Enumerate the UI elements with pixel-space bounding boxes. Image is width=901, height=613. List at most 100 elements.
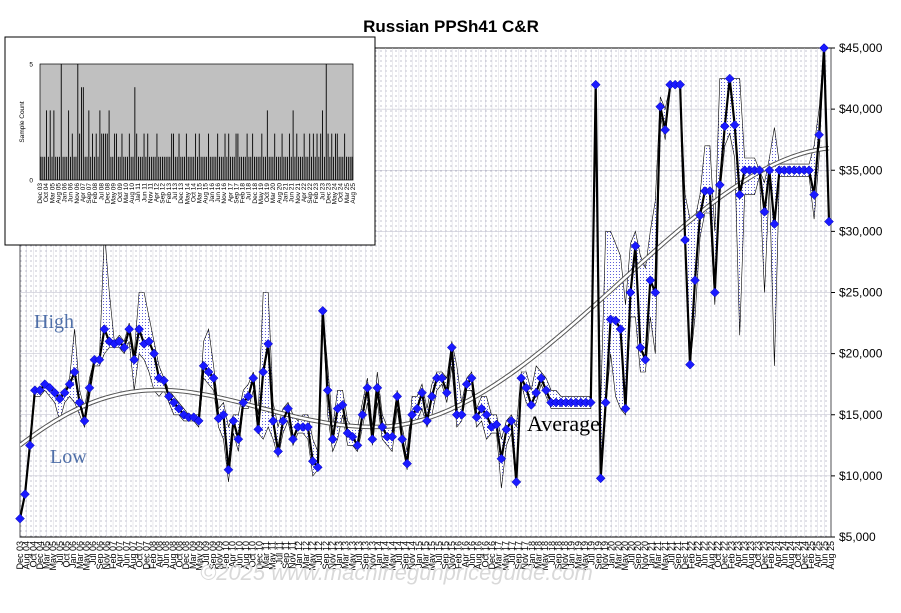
inset-x-tick-label: Feb 13 (166, 183, 173, 204)
inset-x-tick-label: Jan 06 (62, 183, 69, 203)
price-point (268, 416, 278, 426)
inset-x-tick-label: Jun 16 (215, 183, 222, 203)
price-point (169, 397, 179, 408)
x-tick-label: Dec 16 (487, 541, 497, 570)
price-point (372, 383, 383, 393)
x-tick-label: Feb 07 (108, 541, 118, 569)
price-point (655, 101, 666, 112)
price-point (441, 387, 452, 398)
inset-x-tick-label: Apr 07 (80, 183, 87, 203)
inset-x-tick-label: Sep 12 (160, 183, 167, 204)
price-point (74, 397, 85, 408)
inset-x-tick-label: Oct 14 (190, 183, 197, 203)
price-point (680, 235, 690, 245)
y-tick-label: $5,000 (839, 530, 876, 544)
x-tick-label: Aug 07 (128, 541, 138, 570)
x-tick-label: Nov 13 (367, 541, 377, 570)
x-tick-label: Sep 15 (440, 541, 450, 570)
price-point (417, 387, 427, 398)
price-point (283, 403, 293, 414)
sample-count-inset: 05 Dec 03 Oct 04 Mar 05 Aug 05 Jan 06 Jun 06 N… (4, 36, 376, 246)
x-tick-label: Jan 14 (374, 541, 384, 568)
x-tick-label: Nov 18 (560, 541, 570, 570)
y-axis: $5,000 $10,000 $15,000 $20,000 $25,000 $30,00… (831, 41, 883, 544)
watermark: ©2025 www.machinegunpriceguide.com (200, 560, 593, 585)
price-point (466, 373, 477, 383)
price-point (764, 165, 775, 176)
inset-x-tick-label: Apr 17 (227, 183, 234, 203)
x-tick-label: Apr 23 (733, 541, 743, 568)
price-point (595, 473, 606, 484)
x-tick-label: Nov 17 (520, 541, 530, 570)
inset-bars (40, 64, 353, 180)
x-tick-label: Sep 13 (361, 541, 371, 570)
inset-y-axis: 05 (29, 62, 33, 185)
inset-x-tick-label: Dec 03 (37, 183, 44, 204)
x-tick-label: Apr 07 (115, 541, 125, 568)
annotation-low: Low (50, 446, 87, 468)
x-tick-label: Oct 08 (175, 541, 185, 568)
price-point (660, 125, 671, 135)
price-point (407, 409, 417, 420)
x-tick-label: Oct 16 (480, 541, 490, 568)
x-tick-label: Dec 10 (254, 541, 264, 570)
inset-x-tick-label: Mar 25 (344, 183, 351, 204)
inset-x-tick-label: Nov 11 (148, 183, 155, 203)
price-point (625, 287, 636, 298)
inset-x-tick-label: Jan 11 (135, 183, 142, 202)
price-point (243, 391, 254, 402)
x-tick-label: May 09 (195, 541, 205, 571)
inset-x-tick-label: Dec 13 (178, 183, 185, 204)
price-line (20, 48, 831, 519)
price-point (590, 79, 601, 90)
x-tick-label: Nov 19 (600, 541, 610, 570)
inset-x-tick-label: Sep 22 (307, 183, 314, 204)
x-tick-label: Feb 10 (221, 541, 231, 569)
price-point (719, 121, 730, 132)
x-tick-label: Nov 11 (288, 541, 298, 569)
price-point (635, 342, 646, 353)
inset-x-tick-label: Mar 15 (197, 183, 204, 204)
x-tick-label: Mar 17 (494, 541, 504, 569)
inset-x-tick-label: May 19 (258, 183, 265, 205)
x-tick-label: Sep 20 (633, 541, 643, 570)
x-tick-label: Dec 08 (181, 541, 191, 570)
x-tick-label: Dec 21 (680, 541, 690, 570)
price-point (312, 462, 323, 473)
x-tick-label: Jun 25 (819, 541, 829, 568)
x-tick-label: Jan 21 (647, 541, 657, 568)
x-tick-label: Sep 19 (593, 541, 603, 570)
price-point (392, 391, 403, 402)
x-tick-label: Aug 04 (22, 541, 32, 570)
inset-x-tick-label: Sep 07 (86, 183, 93, 204)
x-tick-label: May 11 (268, 541, 278, 570)
price-point (114, 336, 125, 347)
price-point (506, 416, 517, 426)
price-point (263, 338, 274, 349)
price-point (49, 387, 60, 398)
x-tick-label: Aug 23 (746, 541, 756, 570)
price-markers (15, 43, 834, 524)
x-tick-label: Feb 23 (726, 541, 736, 569)
inset-x-tick-label: Jul 08 (98, 183, 105, 201)
x-tick-label: Aug 16 (474, 541, 484, 570)
y-tick-label: $25,000 (839, 286, 883, 300)
inset-x-tick-label: Aug 05 (55, 183, 62, 204)
inset-x-tick-label: Nov 06 (74, 183, 81, 204)
price-point (322, 385, 333, 396)
x-tick-label: Apr 24 (773, 541, 783, 568)
price-point (471, 412, 482, 423)
x-tick-label: Feb 22 (686, 541, 696, 569)
price-point (129, 354, 140, 365)
inset-x-tick-label: Aug 25 (350, 183, 357, 204)
x-tick-label: Dec 23 (760, 541, 770, 570)
x-tick-label: Apr 10 (228, 541, 238, 568)
inset-x-tick-label: Jun 21 (289, 183, 296, 203)
price-point (54, 394, 65, 404)
price-point (650, 287, 661, 298)
price-point (173, 403, 184, 414)
price-point (496, 453, 507, 464)
price-point (188, 412, 199, 423)
x-tick-label: Sep 12 (321, 541, 331, 570)
x-tick-label: Mar 18 (534, 541, 544, 569)
